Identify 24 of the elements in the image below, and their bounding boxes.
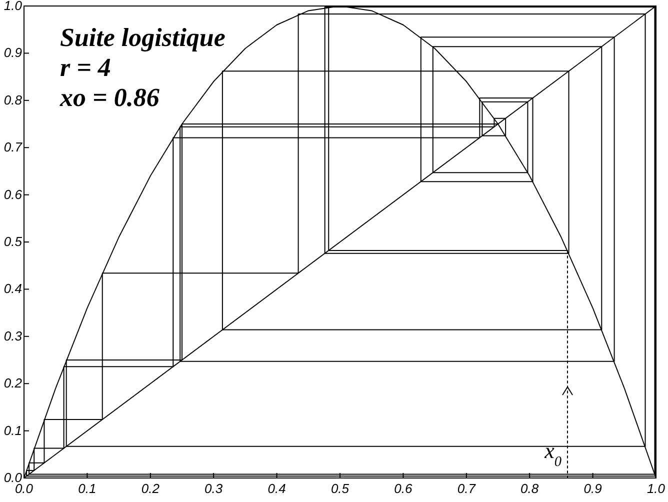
x-tick-label: 0.2 (141, 481, 160, 496)
x-tick-label: 0.7 (457, 481, 476, 496)
y-tick-label: 0.8 (4, 92, 23, 108)
x-tick-label: 1.0 (646, 481, 666, 496)
x-tick-label: 0.3 (204, 481, 224, 496)
y-tick-label: 1.0 (4, 0, 23, 13)
y-tick-label: 0.6 (4, 186, 23, 202)
x-tick-label: 0.4 (268, 481, 286, 496)
annotation: r = 4 (60, 53, 111, 82)
y-tick-label: 0.5 (4, 234, 23, 249)
y-tick-label: 0.7 (4, 140, 23, 155)
y-tick-label: 0.2 (4, 376, 23, 391)
x-tick-label: 0.8 (520, 481, 540, 496)
x-tick-label: 0.6 (394, 481, 414, 496)
x-tick-label: 0.5 (330, 481, 350, 496)
x-tick-label: 0.1 (78, 481, 96, 496)
y-tick-label: 0.4 (4, 281, 22, 296)
annotation: x$_{0}$ (544, 438, 562, 470)
y-tick-label: 0.1 (4, 422, 22, 438)
text: Suite logistique (60, 23, 226, 52)
annotation: xo = 0.86 (59, 83, 160, 112)
x-tick-label: 0.9 (584, 481, 602, 496)
y-tick-label: 0.9 (4, 45, 22, 60)
y-tick-label: 0.3 (4, 328, 23, 344)
